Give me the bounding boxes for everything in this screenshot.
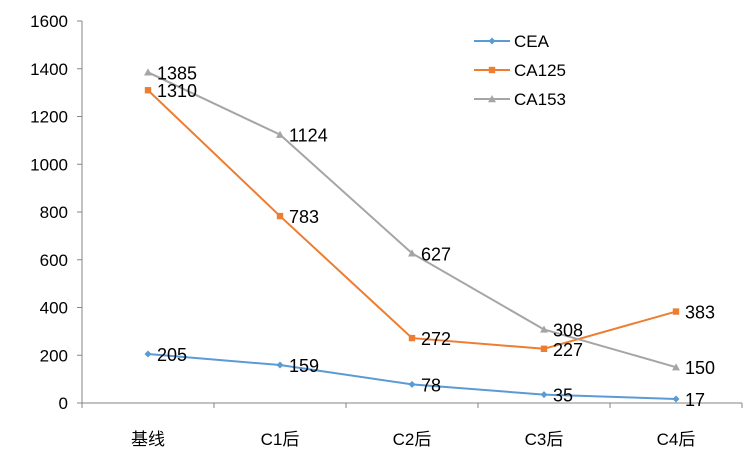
data-label-ca153: 1124: [289, 126, 328, 146]
y-tick-label: 400: [40, 299, 68, 318]
legend-label-ca153: CA153: [514, 90, 566, 109]
legend-label-ca125: CA125: [514, 61, 566, 80]
x-tick-label: C4后: [657, 430, 696, 449]
data-point-ca125: [672, 308, 680, 315]
data-label-cea: 17: [685, 390, 705, 410]
series-line-ca153: [147, 71, 677, 369]
legend-label-cea: CEA: [514, 32, 550, 51]
data-label-cea: 35: [553, 386, 573, 406]
data-point-ca153: [540, 325, 548, 333]
data-point-ca153: [672, 363, 680, 371]
data-label-ca125: 383: [685, 303, 715, 323]
data-point-ca125: [144, 87, 152, 94]
data-point-cea: [408, 380, 416, 388]
data-labels: 205 159 78 35 17 1310 783 272 227 383 1385 1124 627 3…: [157, 63, 715, 410]
legend-marker-ca153: [488, 95, 496, 103]
data-point-ca153: [276, 130, 284, 138]
legend: CEA CA125 CA153: [474, 32, 566, 109]
data-point-cea: [672, 395, 680, 403]
y-tick-label: 800: [40, 203, 68, 222]
data-point-ca125: [276, 212, 284, 220]
data-point-ca125: [540, 345, 548, 353]
series-markers: [144, 68, 680, 403]
y-tick-label: 1000: [30, 155, 68, 174]
data-label-cea: 205: [157, 345, 187, 365]
y-tick-label: 1200: [30, 108, 68, 127]
data-point-ca153: [408, 249, 416, 257]
y-tick-label: 1600: [30, 12, 68, 31]
axes: 0 200 400 600 800 1000 1200 1400 1600 基线 C1后 C2后 C3后…: [30, 12, 743, 449]
legend-marker-cea: [488, 37, 496, 45]
data-point-ca125: [408, 334, 416, 342]
series-lines: [147, 71, 677, 400]
x-tick-label: C1后: [261, 430, 300, 449]
x-tick-label: C2后: [393, 430, 432, 449]
data-point-cea: [144, 350, 152, 358]
data-label-ca153: 1385: [157, 63, 197, 83]
data-label-cea: 159: [289, 356, 319, 376]
y-tick-label: 1400: [30, 60, 68, 79]
y-tick-label: 0: [59, 394, 68, 413]
data-label-ca125: 272: [421, 329, 451, 349]
x-tick-label: C3后: [525, 430, 564, 449]
data-point-ca153: [144, 68, 152, 76]
data-label-cea: 78: [421, 375, 441, 395]
data-label-ca153: 627: [421, 244, 451, 264]
data-label-ca125: 227: [553, 340, 583, 360]
series-line-ca125: [147, 89, 677, 350]
x-tick-label: 基线: [131, 430, 165, 449]
data-label-ca125: 1310: [157, 81, 197, 101]
data-label-ca153: 150: [685, 358, 715, 378]
data-label-ca153: 308: [553, 320, 583, 340]
series-line-cea: [147, 353, 677, 400]
y-tick-label: 600: [40, 251, 68, 270]
legend-marker-ca125: [488, 66, 496, 74]
y-tick-label: 200: [40, 346, 68, 365]
data-label-ca125: 783: [289, 207, 319, 227]
data-point-cea: [276, 361, 284, 369]
data-point-cea: [540, 391, 548, 399]
